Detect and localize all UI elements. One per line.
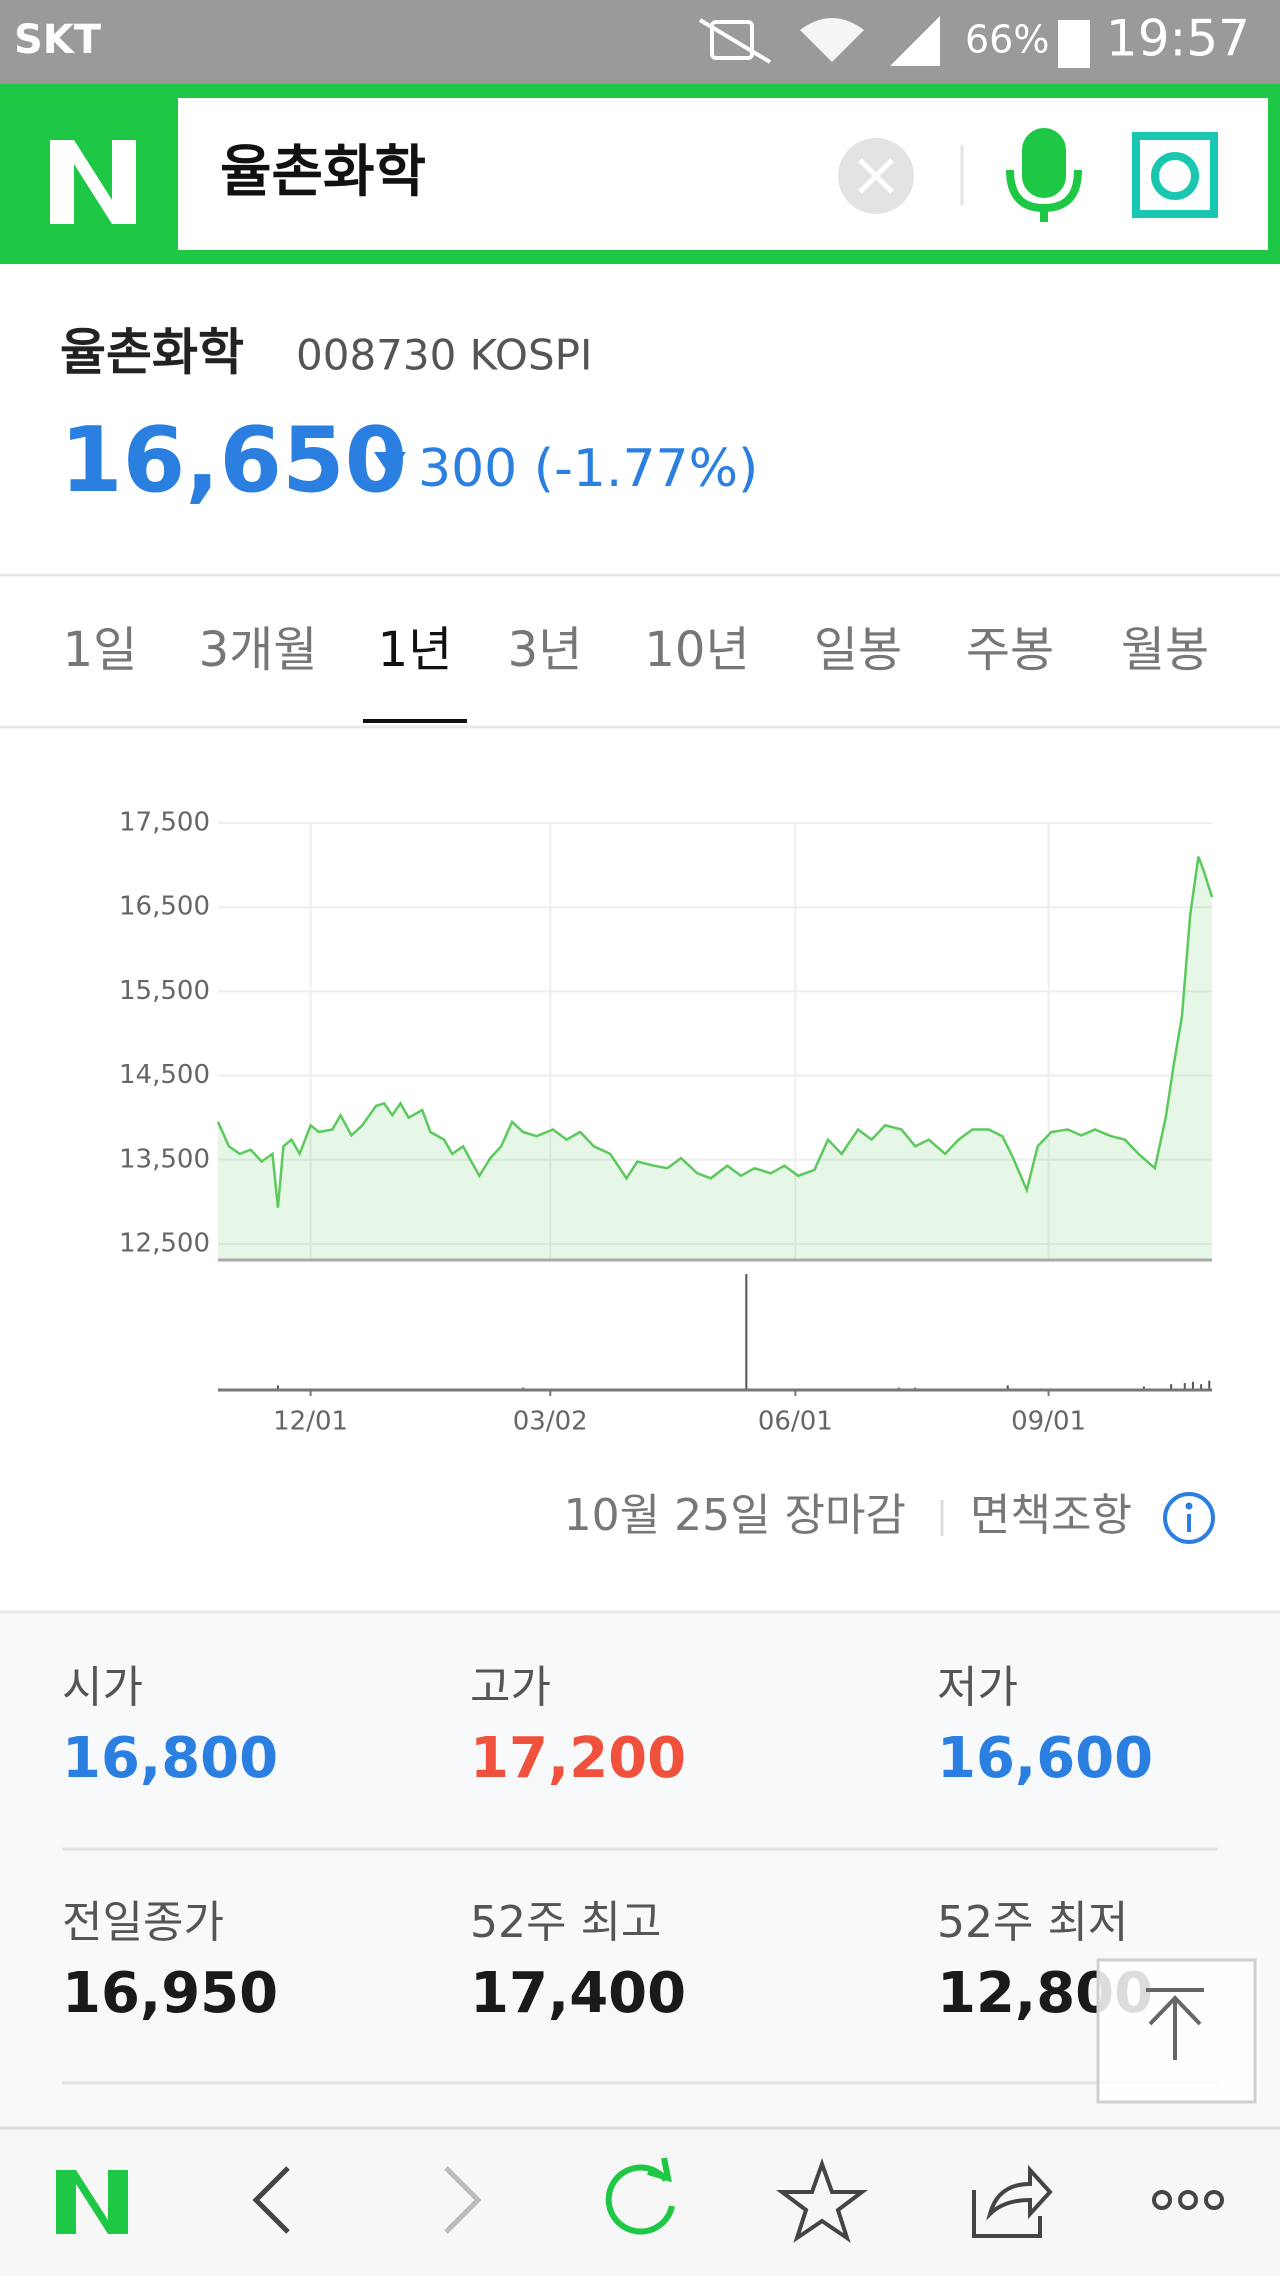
tab-indicator xyxy=(363,719,467,723)
period-tab[interactable]: 1년 xyxy=(378,622,453,678)
y-tick-label: 14,500 xyxy=(119,1060,210,1090)
period-tab[interactable]: 3개월 xyxy=(199,622,318,678)
y-tick-label: 12,500 xyxy=(119,1229,210,1259)
x-tick-label: 09/01 xyxy=(1011,1407,1086,1437)
clock: 19:57 xyxy=(1106,10,1250,68)
battery-icon xyxy=(1058,20,1090,68)
bookmark-button[interactable] xyxy=(776,2158,868,2243)
stock-code: 008730 KOSPI xyxy=(296,331,592,380)
voice-search[interactable] xyxy=(1006,128,1082,222)
stat-value: 16,600 xyxy=(937,1726,1153,1791)
period-tab[interactable]: 주봉 xyxy=(966,622,1054,678)
stats-panel xyxy=(0,1612,1280,2128)
period-tab[interactable]: 1일 xyxy=(63,622,138,678)
price-area xyxy=(218,856,1212,1260)
stat-label: 52주 최고 xyxy=(470,1897,661,1948)
x-tick-label: 06/01 xyxy=(758,1407,833,1437)
stock-name: 율촌화학 xyxy=(60,324,244,382)
stat-value: 17,200 xyxy=(470,1726,686,1791)
price-line xyxy=(216,856,1214,1208)
stat-value: 17,400 xyxy=(470,1961,686,2026)
stock-price: 16,650 xyxy=(60,408,407,513)
stock-change: 300 (-1.77%) xyxy=(418,439,758,499)
image-search[interactable] xyxy=(1132,132,1218,218)
period-tab[interactable]: 3년 xyxy=(508,622,583,678)
share-button[interactable] xyxy=(972,2164,1053,2238)
x-tick-label: 12/01 xyxy=(273,1407,348,1437)
stat-label: 고가 xyxy=(470,1662,551,1713)
clear-button[interactable] xyxy=(838,138,914,214)
stats-grid: 시가 16,800 고가 17,200 저가 16,600 전일종가 16,950 52주 최고… xyxy=(62,1662,1153,2026)
bottom-nav xyxy=(0,2128,1280,2276)
period-tab[interactable]: 10년 xyxy=(644,622,749,678)
period-tabs: 1일 3개월 1년 3년 10년 일봉 주봉 월봉 xyxy=(63,622,1209,723)
forward-button[interactable] xyxy=(444,2166,482,2234)
x-tick-label: 03/02 xyxy=(513,1407,588,1437)
y-tick-label: 17,500 xyxy=(119,808,210,838)
y-tick-label: 15,500 xyxy=(119,976,210,1006)
price-chart: 12,500 13,500 14,500 15,500 16,500 17,500 12/0… xyxy=(119,808,1214,1437)
back-button[interactable] xyxy=(252,2166,290,2234)
battery-level: 66% xyxy=(965,18,1049,62)
disclaimer[interactable]: 면책조항 xyxy=(970,1490,1132,1541)
scroll-top-button[interactable] xyxy=(1096,1958,1257,2104)
search-input[interactable] xyxy=(178,98,1268,250)
home-button[interactable] xyxy=(56,2170,128,2234)
more-button[interactable] xyxy=(1152,2190,1224,2210)
stat-label: 52주 최저 xyxy=(937,1897,1128,1948)
naver-logo[interactable] xyxy=(50,140,136,224)
stat-value: 16,800 xyxy=(62,1726,278,1791)
carrier: SKT xyxy=(14,17,102,63)
refresh-button[interactable] xyxy=(605,2157,675,2235)
search-query: 율촌화학 xyxy=(220,140,426,205)
market-note: 10월 25일 장마감 xyxy=(564,1490,906,1541)
stat-label: 전일종가 xyxy=(62,1897,224,1948)
down-arrow xyxy=(374,452,406,476)
stat-value: 16,950 xyxy=(62,1961,278,2026)
period-tab[interactable]: 일봉 xyxy=(814,622,902,678)
period-tab[interactable]: 월봉 xyxy=(1121,622,1209,678)
y-tick-label: 16,500 xyxy=(119,892,210,922)
status-icons xyxy=(698,16,940,66)
stat-label: 저가 xyxy=(937,1662,1018,1713)
info-icon[interactable] xyxy=(1163,1492,1215,1544)
y-tick-label: 13,500 xyxy=(119,1144,210,1174)
stat-label: 시가 xyxy=(62,1662,143,1713)
